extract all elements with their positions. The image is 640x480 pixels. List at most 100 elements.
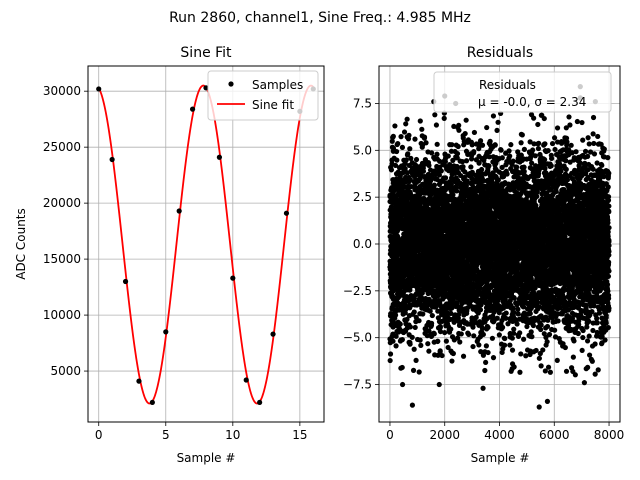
residual-point: [477, 138, 484, 144]
residual-point: [503, 310, 509, 316]
residual-point: [507, 342, 513, 348]
residual-point: [480, 331, 486, 338]
sample-point: [203, 85, 209, 91]
residual-point: [511, 326, 517, 332]
residual-point: [419, 126, 425, 132]
residual-point: [456, 122, 462, 128]
residual-point: [471, 129, 478, 136]
sample-point: [216, 154, 223, 160]
y-tick-label: 10000: [43, 308, 81, 322]
residual-point: [462, 130, 468, 137]
residual-point: [428, 320, 435, 326]
y-tick-label: 20000: [43, 196, 81, 210]
residual-point: [420, 311, 426, 317]
residual-point: [437, 348, 443, 354]
residual-point: [471, 333, 477, 339]
sample-point: [163, 329, 169, 335]
residual-point: [470, 343, 476, 350]
residual-point: [453, 188, 460, 194]
residual-point: [399, 144, 406, 150]
residual-point: [511, 364, 517, 370]
residual-point: [417, 118, 423, 124]
y-tick-label: 15000: [43, 252, 81, 266]
residual-point: [407, 177, 413, 183]
sine-fit-axes-frame: [87, 65, 325, 423]
residual-point: [489, 335, 496, 341]
legend-sine-fit-label: Sine fit: [252, 98, 294, 112]
residual-point: [437, 323, 443, 330]
residual-point: [485, 324, 491, 331]
residual-point: [392, 162, 399, 169]
residual-point: [423, 140, 429, 146]
residual-point: [502, 342, 508, 348]
residual-point: [399, 364, 405, 371]
residual-point: [448, 326, 454, 332]
residual-point: [392, 312, 399, 318]
sample-point: [283, 210, 290, 216]
residual-point: [439, 352, 445, 359]
residual-point: [431, 331, 437, 337]
residual-point: [486, 163, 492, 169]
residual-point: [413, 357, 419, 363]
residual-point: [405, 151, 411, 157]
residual-point: [411, 309, 417, 315]
residual-point: [429, 312, 435, 319]
sine-fit-ylabel: ADC Counts: [14, 208, 28, 280]
sine-fit-grid: [88, 66, 324, 422]
sample-point: [176, 208, 182, 214]
residual-point: [449, 142, 455, 148]
residual-point: [509, 347, 516, 353]
sine-fit-panel: Sine Fit 0 5 10 155000100001500020000250003…: [14, 45, 325, 465]
y-tick-label: 25000: [43, 140, 81, 154]
residual-point: [395, 169, 401, 175]
residual-point: [517, 330, 523, 336]
residual-point: [492, 142, 498, 148]
residual-point: [510, 158, 516, 164]
residual-point: [399, 337, 405, 343]
residual-point: [393, 343, 399, 349]
residual-point: [403, 121, 409, 127]
residual-point: [460, 353, 467, 359]
residual-point: [443, 338, 449, 344]
residual-point: [463, 158, 470, 164]
residual-point: [413, 156, 420, 163]
sine-fit-legend-box: [207, 70, 319, 121]
residual-point: [434, 141, 440, 147]
residual-point: [517, 369, 523, 375]
legend-samples-label: Samples: [252, 78, 303, 92]
residual-point: [417, 337, 423, 343]
residual-point: [498, 147, 504, 153]
residual-point: [394, 148, 400, 155]
residual-point: [410, 367, 417, 373]
residual-point: [507, 153, 513, 159]
residual-point: [495, 119, 501, 125]
residual-point: [468, 156, 475, 162]
residual-point: [416, 318, 422, 324]
sample-point: [109, 156, 115, 163]
residual-point: [395, 140, 401, 147]
residual-point: [506, 148, 512, 154]
y-tick-label: 30000: [43, 84, 81, 98]
residual-point: [441, 115, 447, 121]
residual-point: [476, 342, 482, 348]
residual-point: [403, 157, 409, 163]
residual-point: [514, 321, 520, 327]
residual-point: [390, 338, 396, 344]
residual-point: [435, 338, 441, 344]
sample-point: [270, 331, 276, 337]
residual-point: [515, 311, 521, 317]
residual-point: [393, 333, 399, 339]
residual-point: [521, 336, 527, 342]
residual-point: [508, 142, 514, 148]
residual-point: [490, 113, 497, 119]
residual-point: [518, 351, 524, 357]
residual-point: [450, 350, 456, 357]
residual-point: [460, 325, 466, 332]
residual-point: [404, 316, 410, 322]
residuals-title: Residuals: [467, 45, 533, 61]
residual-point: [468, 164, 474, 170]
residual-point: [433, 122, 440, 128]
residual-point: [455, 143, 461, 150]
